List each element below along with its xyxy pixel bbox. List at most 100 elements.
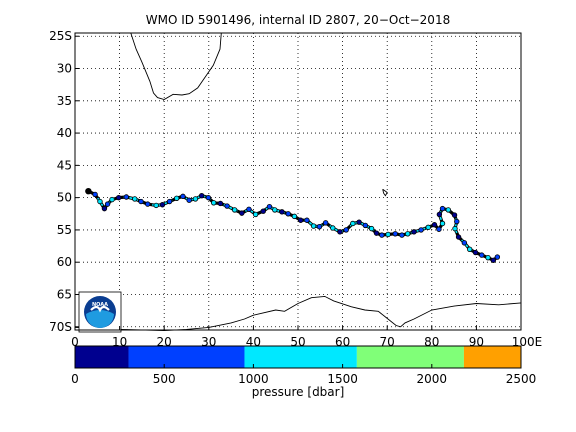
colorbar-band <box>463 346 521 368</box>
profile-point <box>494 254 501 260</box>
profile-point <box>211 200 217 206</box>
profile-point <box>217 200 224 207</box>
profile-point <box>425 224 431 231</box>
profile-point <box>392 231 398 237</box>
map-panel: NOAA 0 10 20 30 40 50 60 70 80 90 100E 25S30354045… <box>49 29 542 349</box>
logo-gull <box>90 305 110 313</box>
profile-point <box>205 194 212 201</box>
antarctica-coastline <box>74 295 522 332</box>
y-tick-label: 65 <box>57 287 72 301</box>
profile-point <box>123 194 129 200</box>
profile-point <box>411 229 417 235</box>
colorbar-tick-label: 1000 <box>238 372 269 386</box>
profile-point <box>399 232 405 238</box>
profile-point <box>101 205 108 212</box>
profile-point <box>279 209 285 215</box>
coastlines <box>74 32 522 332</box>
x-tick-label: 0 <box>71 335 79 349</box>
profile-point <box>467 246 473 252</box>
profile-point <box>173 195 180 201</box>
profile-point <box>231 207 238 213</box>
profile-point <box>439 205 446 212</box>
profile-point <box>454 218 460 225</box>
profile-point <box>224 203 230 209</box>
profile-point <box>418 227 424 233</box>
profile-point <box>373 230 380 236</box>
profile-point <box>356 219 362 225</box>
y-tick-label: 55 <box>57 223 72 237</box>
profile-point <box>116 194 122 201</box>
profile-point <box>455 234 462 240</box>
profile-point <box>436 211 443 218</box>
profile-point <box>272 207 278 213</box>
profile-point <box>337 229 343 235</box>
profile-point <box>285 211 291 217</box>
profile-point <box>330 225 336 231</box>
africa-coastline <box>130 32 222 100</box>
profile-point <box>266 203 273 210</box>
profile-point <box>461 240 468 246</box>
profile-point <box>439 220 446 227</box>
profile-point <box>343 227 349 233</box>
profile-point <box>246 206 252 212</box>
colorbar-tick-label: 2000 <box>417 372 448 386</box>
profile-point <box>92 191 98 198</box>
profile-point <box>452 225 458 232</box>
profile-point <box>310 223 317 229</box>
profile-point <box>192 196 199 202</box>
profile-point <box>479 252 485 258</box>
y-tick-label: 70S <box>49 320 72 334</box>
map-grid <box>75 33 521 330</box>
profile-point <box>159 202 166 208</box>
y-tick-label: 25S <box>49 29 72 43</box>
profile-point <box>445 207 452 213</box>
colorbar-band <box>75 346 129 368</box>
profile-point <box>485 254 491 261</box>
profile-point <box>451 212 458 218</box>
logo-sea <box>86 310 114 328</box>
profile-point <box>304 217 310 223</box>
logo-text: NOAA <box>92 302 108 308</box>
profile-point <box>132 196 138 202</box>
colorbar-band <box>244 346 357 368</box>
profile-point <box>385 231 391 238</box>
profile-point <box>368 225 375 232</box>
profile-point <box>166 198 173 205</box>
profile-point <box>350 220 356 227</box>
profile-point <box>490 257 497 263</box>
profile-point <box>180 193 186 200</box>
profile-point <box>97 198 103 205</box>
colorbar-band <box>356 346 464 368</box>
profile-point <box>316 223 323 230</box>
profile-point <box>431 222 438 228</box>
colorbar-frame <box>74 345 522 369</box>
y-tick-label: 60 <box>57 255 72 269</box>
profile-point <box>405 231 411 237</box>
kerguelen-coastline <box>382 188 388 197</box>
profile-point <box>291 213 298 220</box>
colorbar-band <box>128 346 245 368</box>
colorbar-tick-label: 500 <box>153 372 176 386</box>
colorbar-tick-label: 1500 <box>327 372 358 386</box>
profile-markers <box>85 187 501 263</box>
profile-point <box>109 196 115 203</box>
profile-point <box>104 201 111 207</box>
y-tick-label: 45 <box>57 158 72 172</box>
chart-title: WMO ID 5901496, internal ID 2807, 20−Oct… <box>146 13 450 27</box>
pressure-colorbar: 0 500 1000 1500 2000 2500 <box>71 345 536 386</box>
profile-point <box>153 202 159 209</box>
y-tick-label: 50 <box>57 191 72 205</box>
colorbar-label: pressure [dbar] <box>252 385 345 399</box>
noaa-logo: NOAA <box>78 291 122 333</box>
start-point <box>85 187 92 195</box>
profile-point <box>186 197 192 203</box>
profile-point <box>260 208 266 214</box>
profile-point <box>379 232 385 238</box>
profile-point <box>362 222 369 229</box>
y-axis-ticks: 25S 30 35 40 45 50 55 60 65 70S <box>49 29 79 334</box>
y-tick-label: 40 <box>57 126 72 140</box>
colorbar-tick-label: 0 <box>71 372 79 386</box>
profile-point <box>239 210 245 216</box>
profile-point <box>198 193 205 199</box>
